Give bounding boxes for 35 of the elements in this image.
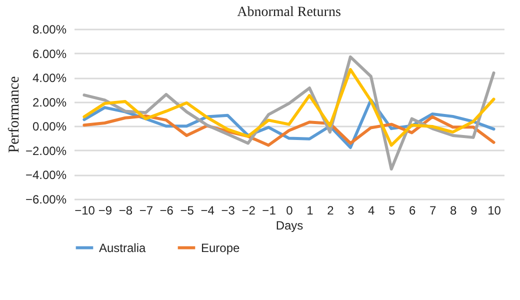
y-tick-label: 2.00%	[32, 95, 67, 110]
x-tick-label: 10	[488, 204, 502, 218]
y-tick-label: 8.00%	[32, 22, 67, 36]
y-tick-label: 4.00%	[32, 71, 67, 86]
y-tick-label: −6.00%	[25, 192, 67, 206]
y-tick-label: 6.00%	[32, 46, 67, 61]
x-tick-label: −1	[262, 204, 276, 218]
legend-label: Europe	[201, 240, 240, 255]
x-tick-label: 3	[348, 204, 355, 218]
chart-title: Abnormal Returns	[237, 5, 341, 20]
x-tick-label: 5	[388, 204, 396, 218]
x-tick-label: 4	[368, 204, 376, 218]
x-tick-label: 1	[306, 204, 314, 218]
x-tick-label: −2	[242, 204, 256, 218]
y-tick-label: −2.00%	[25, 144, 67, 158]
x-tick-label: 9	[470, 204, 478, 218]
x-axis-title: Days	[276, 218, 304, 232]
x-tick-label: −10	[74, 204, 96, 218]
x-tick-label: −7	[139, 204, 154, 218]
y-tick-label: −4.00%	[25, 168, 67, 182]
x-tick-label: 2	[327, 204, 334, 218]
line-series	[82, 68, 496, 147]
x-tick-label: −6	[160, 204, 174, 218]
x-tick-label: 7	[429, 204, 436, 218]
y-tick-label: 0.00%	[32, 120, 67, 134]
x-tick-label: −8	[118, 204, 133, 218]
x-tick-label: −4	[200, 204, 215, 218]
legend-label: Australia	[99, 240, 146, 255]
x-tick-label: −3	[221, 204, 236, 218]
x-tick-label: 8	[450, 204, 457, 218]
x-tick-label: −9	[98, 204, 112, 218]
x-tick-label: 0	[286, 204, 294, 218]
x-tick-label: −5	[180, 204, 194, 218]
x-tick-label: 6	[409, 204, 416, 218]
y-axis-title: Performance	[6, 76, 22, 153]
